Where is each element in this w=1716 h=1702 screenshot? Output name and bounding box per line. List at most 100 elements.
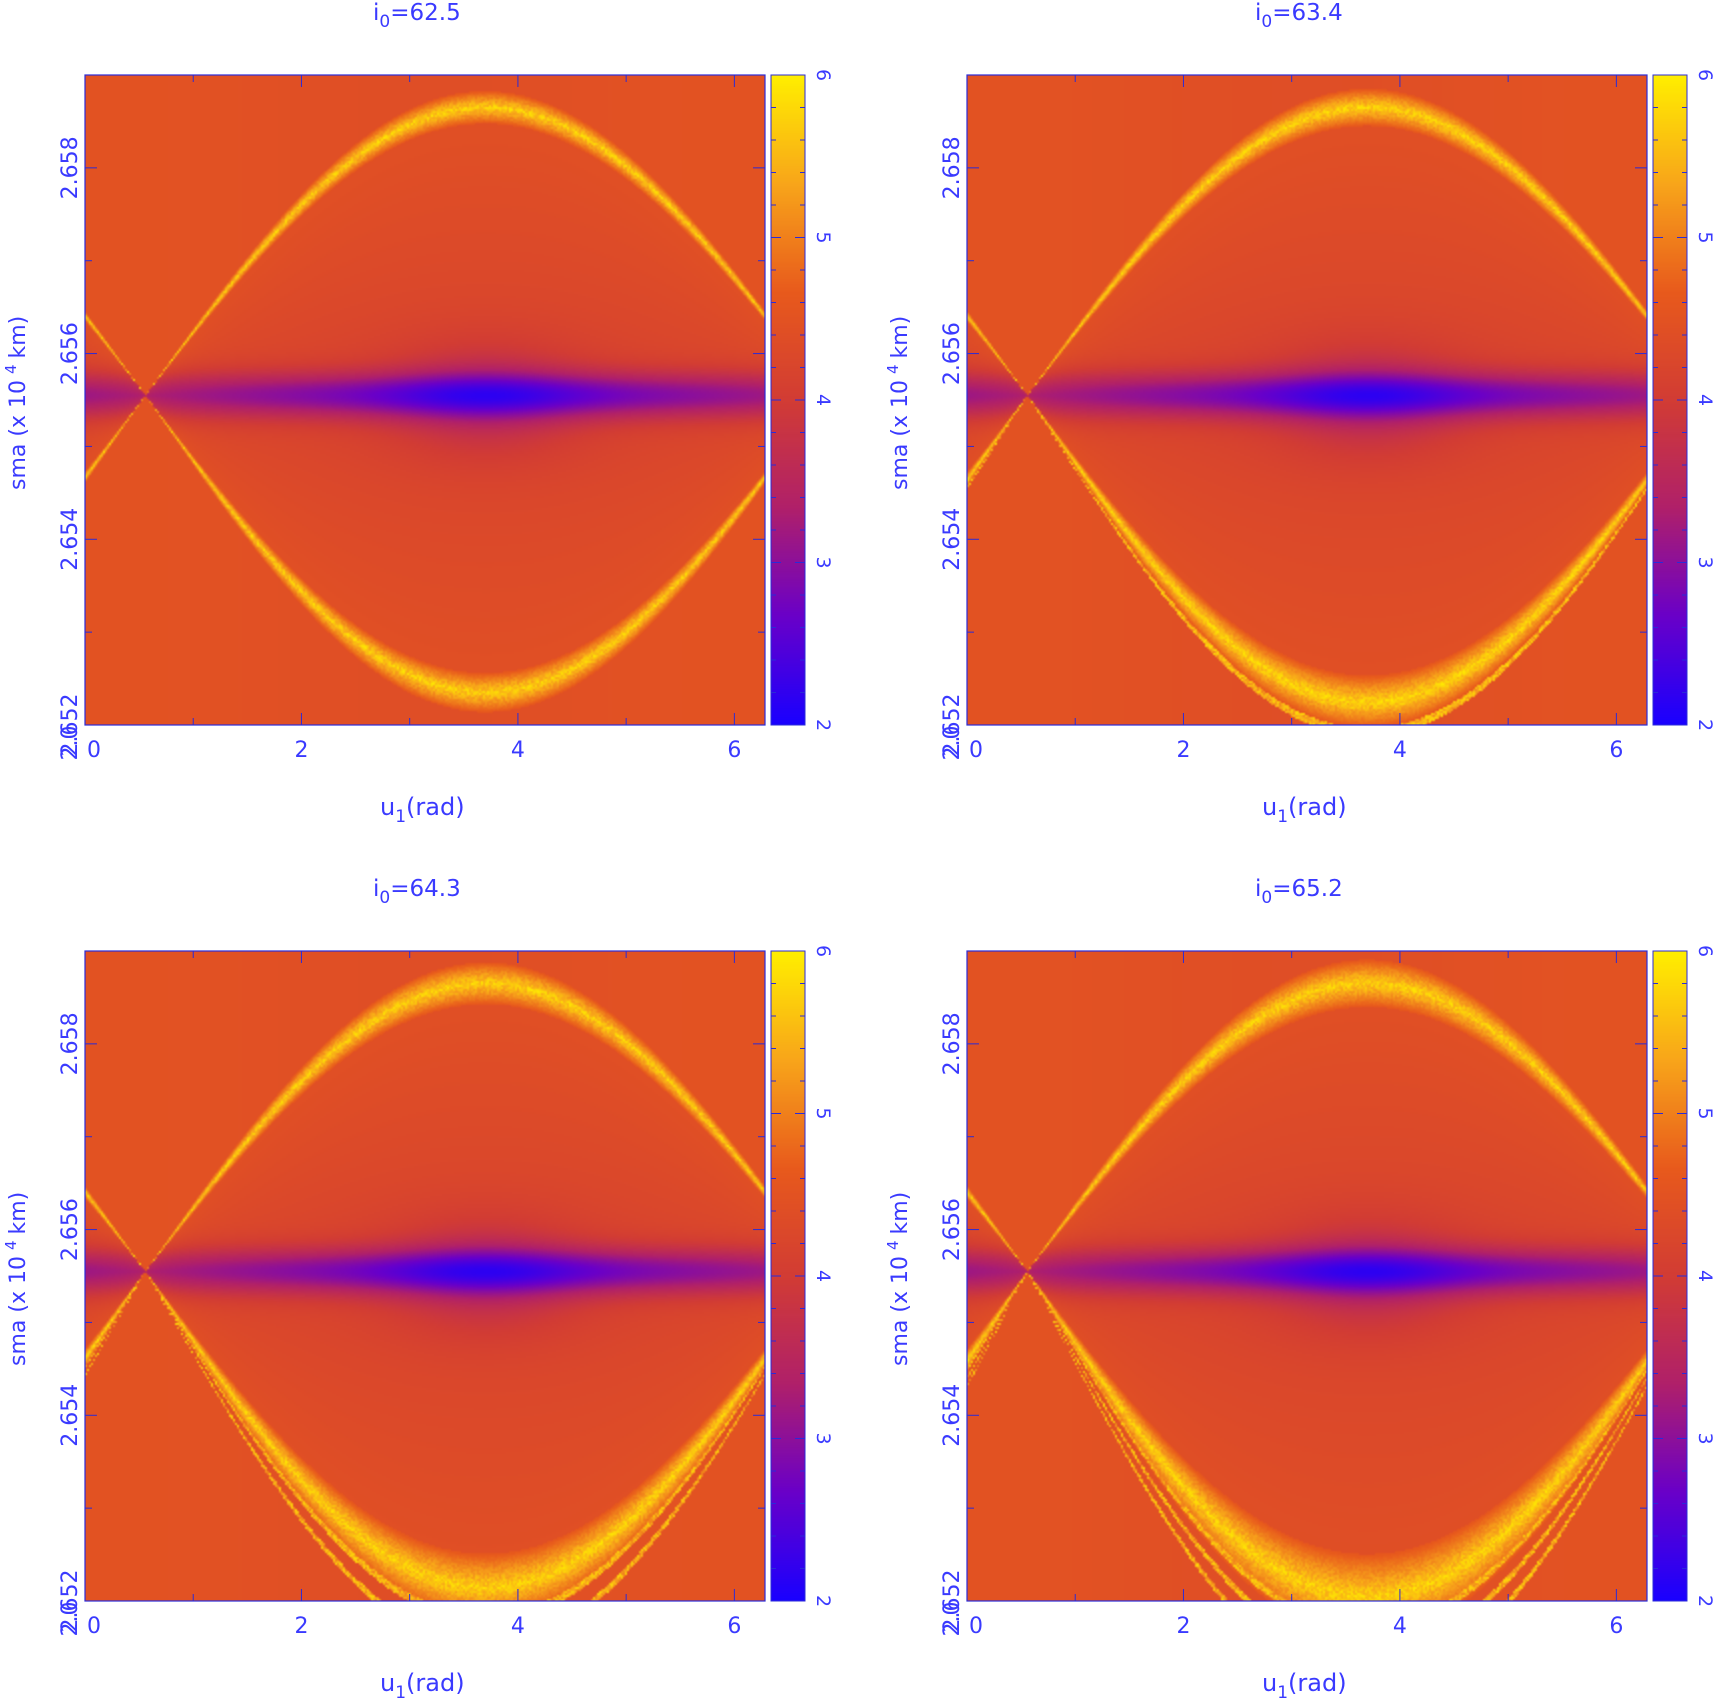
y-tick-label: 2.656	[940, 322, 965, 385]
y-tick-label: 2.654	[940, 508, 965, 571]
xlabel-main: u	[380, 793, 395, 821]
title-value: =63.4	[1272, 0, 1342, 26]
xlabel-subscript: 1	[395, 807, 406, 827]
corner-label: 2.0	[58, 1602, 83, 1637]
x-tick-label: 2	[294, 738, 308, 763]
colorbar-tick-label: 5	[1694, 231, 1716, 243]
y-axis-label: sma (x 10 4 km)	[2, 316, 31, 490]
xlabel-unit: (rad)	[406, 793, 465, 821]
y-tick-label: 2.654	[58, 1384, 83, 1447]
colorbar-tick-label: 5	[1694, 1107, 1716, 1119]
plot-frame	[966, 74, 1648, 726]
y-tick-label: 2.658	[940, 1012, 965, 1075]
ylabel-superscript: 4	[2, 364, 20, 374]
x-tick-label: 2	[1176, 1614, 1190, 1639]
y-tick-label: 2.652	[940, 1570, 965, 1633]
ylabel-superscript: 4	[2, 1240, 20, 1250]
title-subscript: 0	[1261, 12, 1272, 32]
colorbar-tick-label: 2	[1694, 719, 1716, 731]
xlabel-unit: (rad)	[406, 1669, 465, 1697]
corner-label: 2.0	[58, 726, 83, 761]
title-value: =62.5	[390, 0, 460, 26]
colorbar-tick-label: 3	[1694, 556, 1716, 568]
y-tick-label: 2.654	[58, 508, 83, 571]
panel-title: i0=62.5	[373, 0, 461, 32]
panel-title: i0=63.4	[1255, 0, 1343, 32]
x-tick-label: 2	[294, 1614, 308, 1639]
title-main: i	[1255, 0, 1261, 26]
plot-frame	[966, 950, 1648, 1602]
colorbar-tick-label: 3	[1694, 1432, 1716, 1444]
title-value: =65.2	[1272, 876, 1342, 902]
y-tick-label: 2.656	[58, 1198, 83, 1261]
panel-title: i0=65.2	[1255, 876, 1343, 908]
xlabel-unit: (rad)	[1288, 793, 1347, 821]
y-tick-label: 2.652	[58, 694, 83, 757]
title-main: i	[1255, 876, 1261, 902]
ylabel-superscript: 4	[884, 1240, 902, 1250]
ylabel-unit: km)	[888, 316, 913, 359]
ylabel-unit: km)	[888, 1192, 913, 1235]
colorbar-tick-label: 2	[812, 1595, 834, 1607]
panel-title: i0=64.3	[373, 876, 461, 908]
heatmap-image	[85, 75, 765, 725]
title-value: =64.3	[390, 876, 460, 902]
y-tick-label: 2.654	[940, 1384, 965, 1447]
ylabel-superscript: 4	[884, 364, 902, 374]
colorbar-tick-label: 2	[1694, 1595, 1716, 1607]
x-tick-label: 0	[969, 1614, 983, 1639]
heatmap-image	[967, 75, 1647, 725]
panel-3: 2 4 602.6522.6542.6562.6582.0i0=64.3u1(rad…	[2, 876, 834, 1702]
xlabel-main: u	[380, 1669, 395, 1697]
plot-frame	[84, 74, 766, 726]
x-tick-label: 0	[87, 738, 101, 763]
y-tick-label: 2.658	[940, 136, 965, 199]
y-tick-label: 2.652	[58, 1570, 83, 1633]
colorbar-tick-label: 3	[812, 1432, 834, 1444]
plot-frame	[84, 950, 766, 1602]
title-subscript: 0	[379, 12, 390, 32]
ylabel-unit: km)	[6, 1192, 31, 1235]
colorbar-tick-label: 4	[1694, 394, 1716, 406]
corner-label: 2.0	[940, 1602, 965, 1637]
colorbar-tick-label: 6	[812, 945, 834, 957]
ylabel-main: sma (x 10	[6, 380, 31, 490]
panel-4: 2 4 602.6522.6542.6562.6582.0i0=65.2u1(rad…	[884, 876, 1716, 1702]
xlabel-main: u	[1262, 793, 1277, 821]
colorbar-tick-label: 6	[1694, 69, 1716, 81]
title-subscript: 0	[1261, 888, 1272, 908]
x-tick-label: 4	[511, 738, 525, 763]
panel-2: 2 4 602.6522.6542.6562.6582.0i0=63.4u1(rad…	[884, 0, 1716, 827]
x-tick-label: 6	[1609, 1614, 1623, 1639]
colorbar-tick-label: 2	[812, 719, 834, 731]
x-tick-label: 4	[1393, 738, 1407, 763]
corner-label: 2.0	[940, 726, 965, 761]
y-axis-label: sma (x 10 4 km)	[884, 316, 913, 490]
ylabel-main: sma (x 10	[6, 1256, 31, 1366]
colorbar-tick-label: 5	[812, 1107, 834, 1119]
colorbar-tick-label: 6	[812, 69, 834, 81]
x-tick-label: 4	[511, 1614, 525, 1639]
xlabel-unit: (rad)	[1288, 1669, 1347, 1697]
y-tick-label: 2.658	[58, 136, 83, 199]
x-axis-label: u1(rad)	[380, 1669, 465, 1702]
x-tick-label: 6	[1609, 738, 1623, 763]
heatmap-image	[967, 951, 1647, 1601]
xlabel-subscript: 1	[1277, 1683, 1288, 1702]
ylabel-unit: km)	[6, 316, 31, 359]
x-axis-label: u1(rad)	[380, 793, 465, 827]
x-tick-label: 6	[727, 738, 741, 763]
colorbar-tick-label: 4	[812, 1270, 834, 1282]
y-axis-label: sma (x 10 4 km)	[2, 1192, 31, 1366]
ylabel-main: sma (x 10	[888, 380, 913, 490]
xlabel-main: u	[1262, 1669, 1277, 1697]
colorbar-tick-label: 6	[1694, 945, 1716, 957]
ylabel-main: sma (x 10	[888, 1256, 913, 1366]
title-main: i	[373, 876, 379, 902]
colorbar-tick-label: 5	[812, 231, 834, 243]
y-tick-label: 2.656	[940, 1198, 965, 1261]
xlabel-subscript: 1	[395, 1683, 406, 1702]
y-axis-label: sma (x 10 4 km)	[884, 1192, 913, 1366]
x-axis-label: u1(rad)	[1262, 793, 1347, 827]
